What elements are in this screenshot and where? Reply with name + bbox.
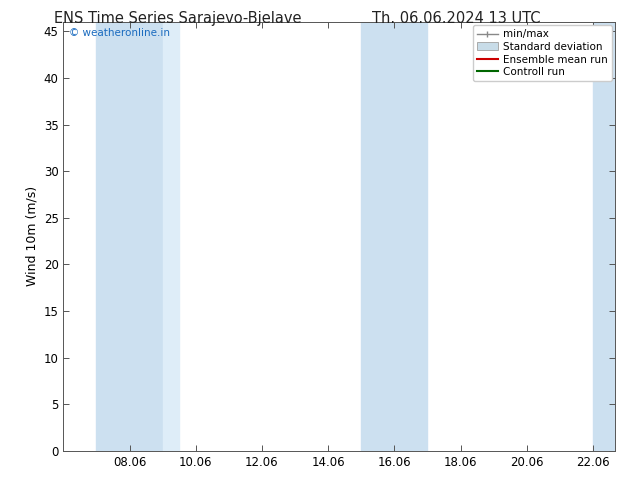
Bar bbox=[593, 22, 615, 451]
Bar bbox=[163, 22, 179, 451]
Bar bbox=[96, 22, 163, 451]
Legend: min/max, Standard deviation, Ensemble mean run, Controll run: min/max, Standard deviation, Ensemble me… bbox=[473, 25, 612, 81]
Text: ENS Time Series Sarajevo-Bjelave: ENS Time Series Sarajevo-Bjelave bbox=[54, 11, 301, 26]
Bar bbox=[361, 22, 427, 451]
Text: Th. 06.06.2024 13 UTC: Th. 06.06.2024 13 UTC bbox=[372, 11, 541, 26]
Y-axis label: Wind 10m (m/s): Wind 10m (m/s) bbox=[25, 186, 38, 287]
Text: © weatheronline.in: © weatheronline.in bbox=[69, 28, 170, 39]
